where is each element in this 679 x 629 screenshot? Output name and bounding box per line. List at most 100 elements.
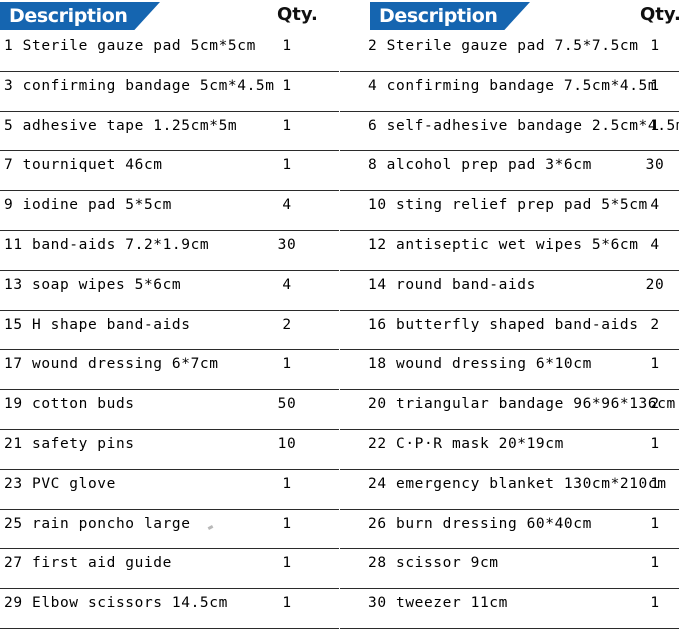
table-row: 10 sting relief prep pad 5*5cm 4 bbox=[340, 191, 679, 231]
table-column-left: 1 Sterile gauze pad 5cm*5cm 1 3 confirming… bbox=[0, 32, 339, 629]
row-description: 10 sting relief prep pad 5*5cm bbox=[368, 197, 648, 214]
row-description: 16 butterfly shaped band-aids bbox=[368, 316, 639, 333]
row-qty: 1 bbox=[282, 555, 292, 572]
row-description: 13 soap wipes 5*6cm bbox=[4, 276, 182, 293]
description-header-label-left: Description bbox=[9, 5, 128, 27]
row-qty: 1 bbox=[282, 117, 292, 134]
row-description: 26 burn dressing 60*40cm bbox=[368, 515, 592, 532]
table-column-right: 2 Sterile gauze pad 7.5*7.5cm 1 4 confirmi… bbox=[340, 32, 679, 629]
row-description: 9 iodine pad 5*5cm bbox=[4, 197, 172, 214]
table-row: 4 confirming bandage 7.5cm*4.5m 1 bbox=[340, 72, 679, 112]
table-row: 21 safety pins 10 bbox=[0, 430, 339, 470]
row-qty: 1 bbox=[282, 77, 292, 94]
row-qty: 4 bbox=[282, 276, 292, 293]
row-qty: 1 bbox=[282, 38, 292, 54]
table-row: 12 antiseptic wet wipes 5*6cm 4 bbox=[340, 231, 679, 271]
row-description: 24 emergency blanket 130cm*210cm bbox=[368, 475, 667, 492]
row-description: 22 C·P·R mask 20*19cm bbox=[368, 435, 564, 452]
table-row: 20 triangular bandage 96*96*136cm 2 bbox=[340, 390, 679, 430]
table-row: 3 confirming bandage 5cm*4.5m 1 bbox=[0, 72, 339, 112]
table-row: 15 H shape band-aids 2 bbox=[0, 311, 339, 351]
table-row: 28 scissor 9cm 1 bbox=[340, 549, 679, 590]
row-description: 17 wound dressing 6*7cm bbox=[4, 356, 219, 373]
row-qty: 1 bbox=[650, 77, 660, 94]
row-description: 14 round band-aids bbox=[368, 276, 536, 293]
row-qty: 1 bbox=[282, 515, 292, 532]
row-qty: 2 bbox=[650, 316, 660, 333]
row-qty: 1 bbox=[650, 356, 660, 373]
row-qty: 20 bbox=[645, 276, 665, 293]
qty-header-label-left: Qty. bbox=[277, 4, 318, 25]
row-description: 19 cotton buds bbox=[4, 396, 135, 413]
row-description: 2 Sterile gauze pad 7.5*7.5cm bbox=[368, 38, 639, 54]
row-qty: 1 bbox=[650, 117, 660, 134]
row-qty: 1 bbox=[650, 555, 660, 572]
table-row: 17 wound dressing 6*7cm 1 bbox=[0, 350, 339, 391]
table-row: 29 Elbow scissors 14.5cm 1 bbox=[0, 589, 339, 629]
table-row: 23 PVC glove 1 bbox=[0, 470, 339, 510]
table-body: 1 Sterile gauze pad 5cm*5cm 1 3 confirming… bbox=[0, 32, 679, 629]
row-qty: 1 bbox=[282, 595, 292, 612]
description-banner-right: Description bbox=[370, 2, 530, 30]
qty-header-label-right: Qty. bbox=[640, 4, 679, 25]
row-description: 12 antiseptic wet wipes 5*6cm bbox=[368, 236, 639, 253]
row-qty: 1 bbox=[650, 515, 660, 532]
row-qty: 1 bbox=[282, 356, 292, 373]
table-row: 22 C·P·R mask 20*19cm 1 bbox=[340, 430, 679, 470]
row-qty: 30 bbox=[645, 157, 665, 174]
row-qty: 1 bbox=[650, 38, 660, 54]
row-description: 28 scissor 9cm bbox=[368, 555, 499, 572]
table-row: 9 iodine pad 5*5cm 4 bbox=[0, 191, 339, 231]
row-qty: 50 bbox=[277, 396, 297, 413]
table-row: 30 tweezer 11cm 1 bbox=[340, 589, 679, 629]
table-row: 18 wound dressing 6*10cm 1 bbox=[340, 350, 679, 391]
table-row: 24 emergency blanket 130cm*210cm 1 bbox=[340, 470, 679, 510]
row-description: 1 Sterile gauze pad 5cm*5cm bbox=[4, 38, 256, 54]
row-description: 21 safety pins bbox=[4, 435, 135, 452]
table-header: Description Qty. Description Qty. bbox=[0, 0, 679, 32]
table-row: 6 self-adhesive bandage 2.5cm*4.5m 1 bbox=[340, 112, 679, 152]
table-row: 13 soap wipes 5*6cm 4 bbox=[0, 271, 339, 311]
row-description: 23 PVC glove bbox=[4, 475, 116, 492]
row-qty: 1 bbox=[282, 475, 292, 492]
table-row: 7 tourniquet 46cm 1 bbox=[0, 151, 339, 192]
row-qty: 4 bbox=[650, 197, 660, 214]
stray-pen-mark bbox=[207, 524, 214, 530]
row-qty: 1 bbox=[650, 595, 660, 612]
row-description: 27 first aid guide bbox=[4, 555, 172, 572]
row-description: 25 rain poncho large bbox=[4, 515, 191, 532]
row-description: 20 triangular bandage 96*96*136cm bbox=[368, 396, 676, 413]
row-description: 6 self-adhesive bandage 2.5cm*4.5m bbox=[368, 117, 679, 134]
row-qty: 30 bbox=[277, 236, 297, 253]
row-qty: 4 bbox=[282, 197, 292, 214]
row-description: 7 tourniquet 46cm bbox=[4, 157, 163, 174]
table-row: 8 alcohol prep pad 3*6cm 30 bbox=[340, 151, 679, 192]
table-row: 2 Sterile gauze pad 7.5*7.5cm 1 bbox=[340, 32, 679, 72]
row-description: 18 wound dressing 6*10cm bbox=[368, 356, 592, 373]
row-description: 4 confirming bandage 7.5cm*4.5m bbox=[368, 77, 658, 94]
row-qty: 2 bbox=[650, 396, 660, 413]
table-row: 16 butterfly shaped band-aids 2 bbox=[340, 311, 679, 351]
table-row: 25 rain poncho large 1 bbox=[0, 510, 339, 550]
description-banner-left: Description bbox=[0, 2, 160, 30]
table-row: 26 burn dressing 60*40cm 1 bbox=[340, 510, 679, 550]
table-row: 19 cotton buds 50 bbox=[0, 390, 339, 430]
row-qty: 2 bbox=[282, 316, 292, 333]
row-qty: 1 bbox=[282, 157, 292, 174]
row-description: 15 H shape band-aids bbox=[4, 316, 191, 333]
row-description: 8 alcohol prep pad 3*6cm bbox=[368, 157, 592, 174]
table-row: 11 band-aids 7.2*1.9cm 30 bbox=[0, 231, 339, 271]
row-qty: 10 bbox=[277, 435, 297, 452]
table-row: 14 round band-aids 20 bbox=[340, 271, 679, 311]
row-description: 3 confirming bandage 5cm*4.5m bbox=[4, 77, 275, 94]
table-row: 1 Sterile gauze pad 5cm*5cm 1 bbox=[0, 32, 339, 72]
row-description: 11 band-aids 7.2*1.9cm bbox=[4, 236, 210, 253]
row-description: 5 adhesive tape 1.25cm*5m bbox=[4, 117, 238, 134]
table-row: 27 first aid guide 1 bbox=[0, 549, 339, 590]
row-qty: 1 bbox=[650, 475, 660, 492]
table-row: 5 adhesive tape 1.25cm*5m 1 bbox=[0, 112, 339, 152]
row-qty: 1 bbox=[650, 435, 660, 452]
row-qty: 4 bbox=[650, 236, 660, 253]
row-description: 30 tweezer 11cm bbox=[368, 595, 508, 612]
